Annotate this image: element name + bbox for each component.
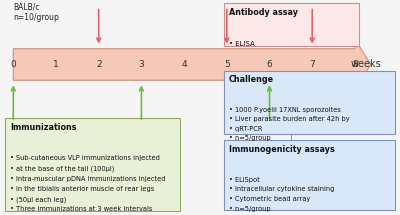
FancyBboxPatch shape [224, 71, 395, 134]
Text: Antibody assay: Antibody assay [229, 8, 298, 17]
Text: 7: 7 [309, 60, 315, 69]
Text: • at the base of the tail (100µl): • at the base of the tail (100µl) [10, 165, 114, 172]
Text: Challenge: Challenge [229, 75, 274, 84]
Text: 5: 5 [224, 60, 230, 69]
Text: • Three immunizations at 3 week intervals: • Three immunizations at 3 week interval… [10, 206, 152, 212]
Text: • Sub-cutaneous VLP immunizations injected: • Sub-cutaneous VLP immunizations inject… [10, 155, 160, 161]
Polygon shape [13, 39, 371, 90]
Text: • qRT-PCR: • qRT-PCR [229, 126, 262, 132]
Text: • Intracellular cytokine staining: • Intracellular cytokine staining [229, 186, 334, 192]
Text: • 1000 P.yoelii 17XNL sporozoites: • 1000 P.yoelii 17XNL sporozoites [229, 107, 340, 113]
Text: • Cytometric bead array: • Cytometric bead array [229, 196, 310, 202]
Text: • Intra-muscular pDNA immunizations injected: • Intra-muscular pDNA immunizations inje… [10, 176, 166, 182]
Text: weeks: weeks [351, 60, 382, 69]
Text: 6: 6 [267, 60, 272, 69]
Text: • in the tibialis anterior muscle of rear legs: • in the tibialis anterior muscle of rea… [10, 186, 154, 192]
Text: 8: 8 [352, 60, 358, 69]
FancyBboxPatch shape [224, 3, 359, 46]
Text: • ELISpot: • ELISpot [229, 177, 259, 183]
Text: 2: 2 [96, 60, 102, 69]
FancyBboxPatch shape [5, 118, 180, 211]
Text: BALB/c
n=10/group: BALB/c n=10/group [13, 2, 59, 22]
Text: Immunizations: Immunizations [10, 123, 77, 132]
FancyBboxPatch shape [224, 140, 395, 210]
Text: 3: 3 [138, 60, 144, 69]
Text: • n=5/group: • n=5/group [229, 206, 270, 212]
Text: • n=5/group: • n=5/group [229, 135, 270, 141]
Text: • ELISA: • ELISA [229, 41, 254, 48]
Text: • Liver parasite burden after 42h by: • Liver parasite burden after 42h by [229, 116, 349, 122]
Text: • (50µl each leg): • (50µl each leg) [10, 196, 66, 203]
Text: 0: 0 [10, 60, 16, 69]
Text: 1: 1 [53, 60, 59, 69]
Text: Immunogenicity assays: Immunogenicity assays [229, 145, 334, 154]
Text: 4: 4 [181, 60, 187, 69]
